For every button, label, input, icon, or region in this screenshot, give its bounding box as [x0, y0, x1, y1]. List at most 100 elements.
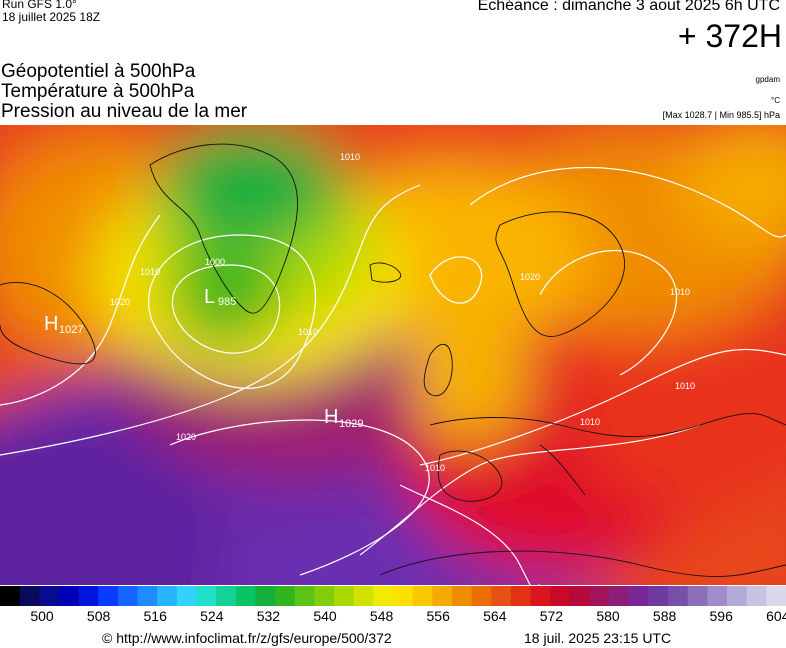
color-scale-swatch	[393, 586, 414, 606]
color-scale-swatch	[255, 586, 276, 606]
scale-tick-label: 508	[86, 608, 111, 624]
high-center-marker: H	[324, 406, 338, 428]
scale-tick-label: 556	[426, 608, 450, 624]
color-scale-swatch	[451, 586, 472, 606]
isobar-line	[0, 214, 161, 406]
color-scale-swatch	[766, 586, 786, 606]
color-scale-swatch	[275, 586, 296, 606]
color-scale-swatch	[668, 586, 689, 606]
high-center-value: 1029	[339, 418, 363, 430]
low-center-value: 985	[218, 296, 236, 308]
color-scale-swatch	[314, 586, 335, 606]
isobar-label: 1010	[675, 381, 695, 391]
title-pressure: Pression au niveau de la mer	[1, 101, 248, 122]
isobar-label: 1010	[670, 287, 690, 297]
color-scale-swatch	[58, 586, 79, 606]
color-scale-swatch	[648, 586, 669, 606]
scale-tick-label: 604	[766, 608, 786, 624]
isobar-line	[429, 256, 483, 304]
iceland-coast	[369, 262, 402, 283]
color-scale-swatch	[727, 586, 748, 606]
africa-coast	[379, 550, 786, 577]
isobar-line	[169, 419, 430, 576]
isobar-line	[0, 184, 421, 456]
color-scale-swatch	[471, 586, 492, 606]
temperature-field	[0, 125, 786, 585]
run-info: Run GFS 1.0° 18 juillet 2025 18Z	[2, 0, 100, 24]
color-scale-bar	[0, 586, 786, 606]
color-scale-swatch	[609, 586, 630, 606]
isobar-line	[419, 348, 786, 466]
isobar-line	[171, 264, 281, 354]
color-scale-swatch	[334, 586, 355, 606]
color-scale-swatch	[98, 586, 119, 606]
title-geopotential: Géopotentiel à 500hPa	[1, 61, 196, 82]
color-scale-swatch	[78, 586, 99, 606]
isobar-label: 1010	[580, 417, 600, 427]
isobar-label: 1010	[340, 152, 360, 162]
coastlines	[0, 143, 786, 577]
color-scale-swatch	[157, 586, 178, 606]
scale-tick-label: 588	[652, 608, 677, 624]
britain-coast	[423, 343, 453, 397]
color-scale-swatch	[176, 586, 197, 606]
weather-map: H 1027 L 985 H 1029 1020 1010 1000 1010 …	[0, 125, 786, 585]
color-scale-swatch	[216, 586, 237, 606]
isobar-labels: 1020 1010 1000 1010 1020 1010 1020 1010 …	[110, 152, 695, 473]
color-scale-swatch	[491, 586, 512, 606]
color-scale-swatch	[687, 586, 708, 606]
color-scale-swatch	[353, 586, 374, 606]
run-date: 18 juillet 2025 18Z	[2, 10, 101, 24]
isobar-label: 1020	[110, 297, 130, 307]
isobar-label: 1010	[298, 327, 318, 337]
color-scale-swatch	[589, 586, 610, 606]
scale-tick-label: 500	[30, 608, 54, 624]
color-scale-swatch	[0, 586, 21, 606]
isobar-label: 1000	[205, 257, 225, 267]
greenland-coast	[149, 143, 298, 314]
color-scale-swatch	[550, 586, 571, 606]
isobar-line	[359, 424, 701, 556]
run-model: Run GFS 1.0°	[2, 0, 77, 11]
isobars	[0, 166, 786, 585]
isobar-label: 1020	[520, 272, 540, 282]
scale-tick-label: 580	[596, 608, 620, 624]
unit-gpdam: gpdam	[755, 75, 780, 84]
unit-celsius: °C	[771, 96, 780, 105]
isobar-label: 1010	[425, 463, 445, 473]
generation-date: 18 juil. 2025 23:15 UTC	[524, 630, 672, 646]
scale-tick-label: 548	[369, 608, 394, 624]
map-titles: Géopotentiel à 500hPa Température à 500h…	[1, 62, 247, 122]
isobar-line	[539, 250, 678, 376]
source-url: © http://www.infoclimat.fr/z/gfs/europe/…	[102, 630, 392, 646]
color-scale-swatch	[412, 586, 433, 606]
low-center-marker: L	[204, 286, 215, 308]
scale-tick-label: 532	[256, 608, 281, 624]
iberia-coast	[437, 450, 503, 502]
canada-coast	[0, 282, 96, 365]
scale-tick-label: 540	[313, 608, 337, 624]
color-scale-swatch	[373, 586, 394, 606]
forecast-valid-time: Echéance : dimanche 3 aout 2025 6h UTC	[477, 0, 780, 14]
scale-tick-label: 524	[200, 608, 224, 624]
forecast-hour: + 372H	[677, 18, 782, 54]
color-scale-swatch	[746, 586, 767, 606]
scale-tick-label: 564	[483, 608, 507, 624]
high-center-marker: H	[44, 313, 58, 335]
scale-tick-label: 572	[539, 608, 564, 624]
color-scale-swatch	[39, 586, 60, 606]
color-scale-swatch	[569, 586, 590, 606]
title-temperature: Température à 500hPa	[1, 81, 195, 102]
color-scale-swatch	[137, 586, 158, 606]
color-scale-swatch	[235, 586, 256, 606]
scale-tick-label: 516	[143, 608, 167, 624]
pressure-centers: H 1027 L 985 H 1029	[44, 286, 363, 430]
italy-coast	[539, 444, 586, 496]
isobar-label: 1010	[140, 267, 160, 277]
color-scale-swatch	[294, 586, 315, 606]
color-scale-swatch	[19, 586, 40, 606]
color-scale-swatch	[707, 586, 728, 606]
color-scale-swatch	[432, 586, 453, 606]
isobar-line	[148, 234, 317, 389]
color-scale-ticks: 500 508 516 524 532 540 548 556 564 572 580 588 596 6…	[0, 608, 786, 626]
